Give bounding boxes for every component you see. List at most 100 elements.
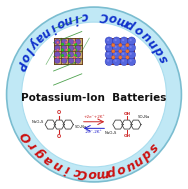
Text: m: m: [95, 166, 109, 180]
Text: p: p: [106, 164, 118, 179]
Circle shape: [68, 52, 74, 57]
Circle shape: [112, 56, 115, 59]
Bar: [54, 38, 82, 64]
Text: s: s: [145, 140, 160, 154]
Circle shape: [120, 51, 128, 59]
Text: o: o: [132, 22, 146, 37]
Circle shape: [75, 46, 81, 51]
Circle shape: [128, 37, 136, 45]
Text: NaO₃S: NaO₃S: [105, 131, 117, 135]
Text: i: i: [48, 21, 58, 34]
Circle shape: [107, 53, 109, 55]
Circle shape: [105, 44, 113, 52]
Circle shape: [105, 51, 113, 59]
Circle shape: [119, 43, 122, 47]
Circle shape: [68, 46, 74, 51]
Text: -2e⁻-2K⁺: -2e⁻-2K⁺: [85, 130, 103, 134]
Circle shape: [122, 39, 124, 41]
Circle shape: [105, 37, 113, 45]
Circle shape: [126, 56, 129, 59]
Circle shape: [75, 39, 81, 44]
Circle shape: [130, 39, 132, 41]
Circle shape: [119, 56, 122, 59]
Circle shape: [130, 46, 132, 48]
Circle shape: [112, 50, 115, 53]
Circle shape: [107, 46, 109, 48]
Circle shape: [107, 39, 109, 41]
Text: u: u: [139, 28, 154, 43]
Circle shape: [113, 58, 121, 66]
Circle shape: [61, 49, 64, 51]
Circle shape: [65, 56, 67, 59]
Circle shape: [22, 22, 166, 167]
Circle shape: [113, 44, 121, 52]
Circle shape: [74, 43, 77, 46]
Text: SO₃Na: SO₃Na: [138, 115, 150, 119]
Circle shape: [122, 46, 124, 48]
Circle shape: [112, 43, 115, 47]
Text: OH: OH: [123, 112, 130, 115]
Circle shape: [75, 58, 81, 63]
Circle shape: [74, 41, 76, 43]
Circle shape: [61, 43, 64, 46]
Text: y: y: [26, 36, 41, 50]
Text: n: n: [51, 157, 65, 172]
Text: NaO₃S: NaO₃S: [32, 120, 44, 124]
Text: g: g: [33, 145, 48, 160]
Text: o: o: [115, 161, 127, 176]
Circle shape: [68, 58, 74, 63]
Circle shape: [68, 54, 70, 57]
Text: r: r: [26, 138, 40, 151]
Text: n: n: [62, 12, 74, 27]
Text: o: o: [17, 51, 32, 64]
Circle shape: [65, 41, 67, 43]
Text: +2e⁻+2K⁺: +2e⁻+2K⁺: [83, 115, 105, 119]
Text: a: a: [32, 30, 47, 45]
Circle shape: [74, 49, 76, 51]
Text: m: m: [114, 12, 130, 29]
Circle shape: [120, 37, 128, 45]
Circle shape: [57, 41, 59, 43]
Circle shape: [74, 56, 76, 59]
Circle shape: [55, 46, 60, 51]
Circle shape: [128, 44, 136, 52]
Text: C: C: [78, 166, 88, 180]
Circle shape: [122, 53, 124, 55]
Text: n: n: [39, 24, 53, 40]
Circle shape: [55, 39, 60, 44]
Bar: [106, 38, 134, 64]
Circle shape: [61, 54, 64, 57]
Circle shape: [130, 53, 132, 55]
Circle shape: [113, 37, 121, 45]
Text: o: o: [88, 167, 97, 180]
Text: O: O: [57, 110, 61, 115]
Circle shape: [62, 58, 67, 63]
Circle shape: [62, 52, 67, 57]
Text: o: o: [54, 15, 67, 31]
Text: s: s: [157, 53, 172, 65]
Circle shape: [57, 56, 59, 59]
Circle shape: [113, 51, 121, 59]
Circle shape: [128, 58, 136, 66]
Circle shape: [114, 46, 117, 48]
Circle shape: [119, 50, 122, 53]
Text: u: u: [123, 157, 137, 173]
Circle shape: [130, 60, 132, 62]
Circle shape: [68, 43, 70, 46]
Circle shape: [120, 44, 128, 52]
Text: i: i: [73, 11, 80, 24]
Text: n: n: [146, 35, 161, 50]
Text: O: O: [19, 128, 35, 144]
Text: c: c: [80, 9, 89, 23]
Text: C: C: [99, 9, 109, 23]
Circle shape: [75, 52, 81, 57]
Circle shape: [57, 49, 59, 51]
Circle shape: [114, 60, 117, 62]
Text: n: n: [131, 152, 146, 168]
Text: c: c: [73, 165, 83, 179]
Circle shape: [120, 58, 128, 66]
Text: p: p: [124, 17, 138, 33]
Text: d: d: [138, 146, 153, 162]
Text: i: i: [63, 162, 72, 176]
Text: Potassium-Ion  Batteries: Potassium-Ion Batteries: [21, 93, 167, 103]
